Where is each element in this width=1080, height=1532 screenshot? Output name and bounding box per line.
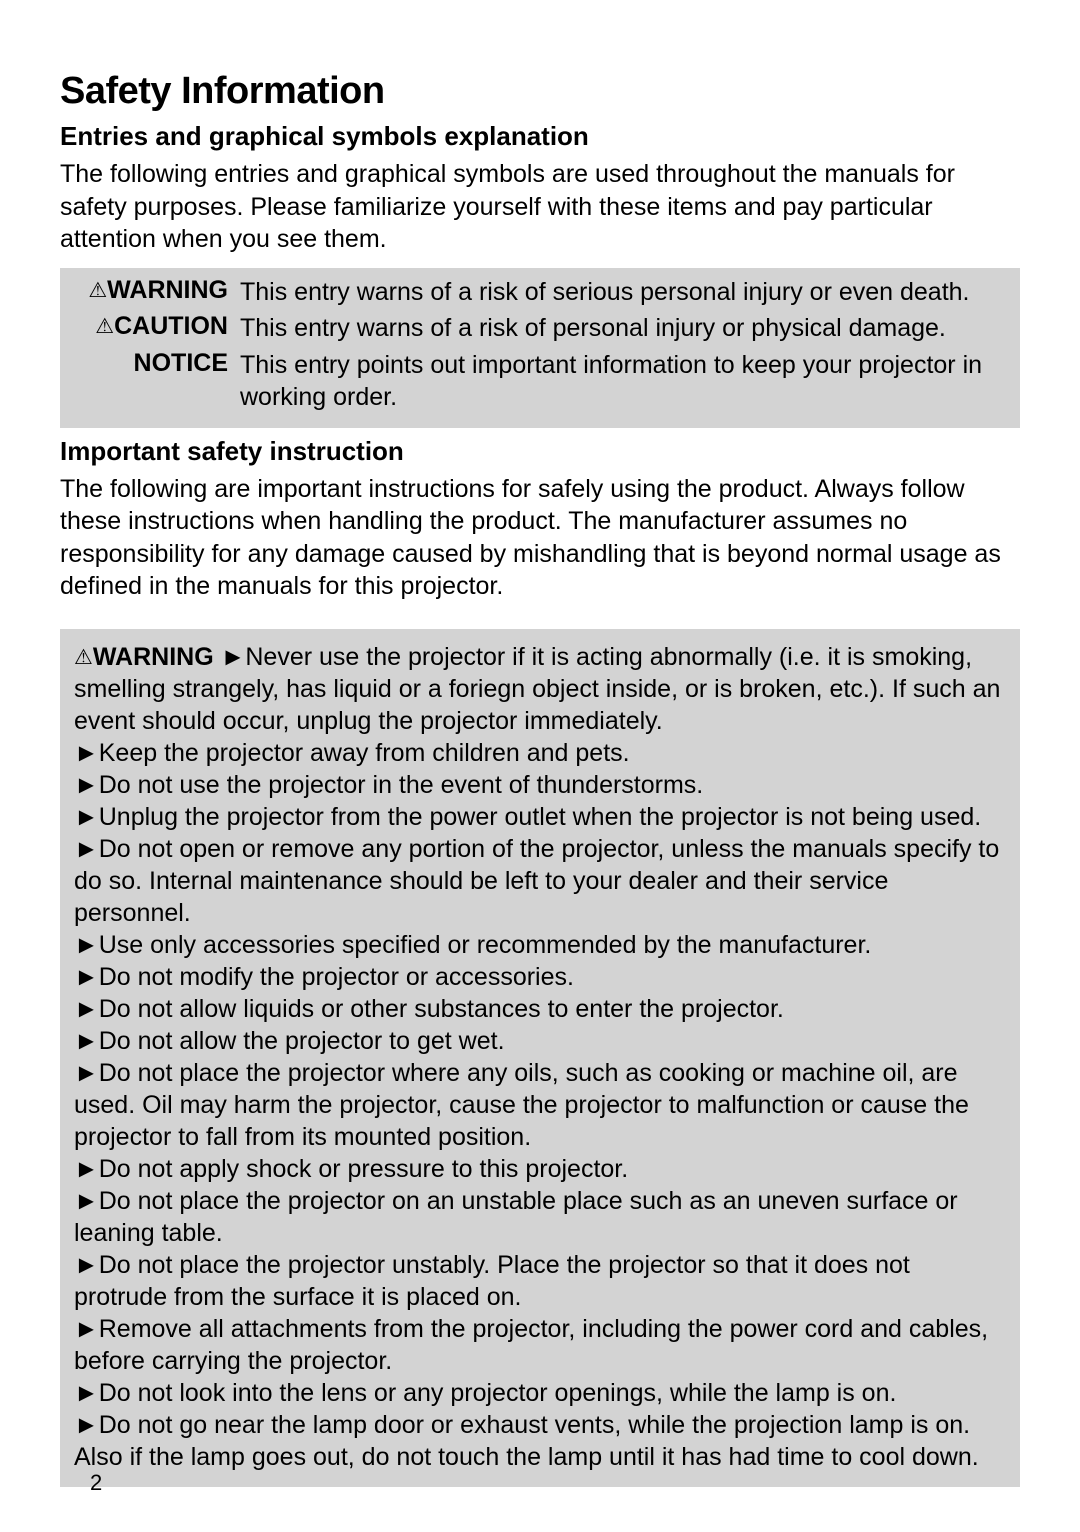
warning-item-3: Do not open or remove any portion of the… [74, 835, 999, 927]
warning-triangle-icon: ⚠ [74, 646, 93, 669]
warning-triangle-icon: ⚠ [88, 279, 107, 302]
warning-item-7: Do not allow the projector to get wet. [99, 1027, 505, 1055]
warning-item-2: Unplug the projector from the power outl… [99, 803, 981, 831]
section2-intro: The following are important instructions… [60, 473, 1020, 603]
caution-triangle-icon: ⚠ [95, 315, 114, 338]
warning-item-8: Do not place the projector where any oil… [74, 1059, 969, 1151]
symbol-label-warning: ⚠WARNING [70, 276, 240, 305]
symbol-row-warning: ⚠WARNING This entry warns of a risk of s… [70, 276, 1010, 309]
warning-item-9: Do not apply shock or pressure to this p… [99, 1155, 628, 1183]
warning-item-11: Do not place the projector unstably. Pla… [74, 1251, 910, 1311]
arrow-icon: ► [74, 931, 99, 959]
symbol-label-notice: NOTICE [70, 349, 240, 378]
warning-item-13: Do not look into the lens or any project… [99, 1379, 897, 1407]
arrow-icon: ► [74, 771, 99, 799]
arrow-icon: ► [74, 1027, 99, 1055]
warning-item-10: Do not place the projector on an unstabl… [74, 1187, 958, 1247]
warning-item-6: Do not allow liquids or other substances… [99, 995, 784, 1023]
arrow-icon: ► [74, 835, 99, 863]
symbol-label-caution: ⚠CAUTION [70, 312, 240, 341]
warning-item-4: Use only accessories specified or recomm… [99, 931, 872, 959]
symbol-desc-warning: This entry warns of a risk of serious pe… [240, 276, 1010, 309]
warning-item-1: Do not use the projector in the event of… [99, 771, 704, 799]
page-title: Safety Information [60, 70, 1020, 113]
arrow-icon: ► [74, 1379, 99, 1407]
section2-heading: Important safety instruction [60, 436, 1020, 467]
arrow-icon: ► [74, 1251, 99, 1279]
symbol-desc-notice: This entry points out important informat… [240, 349, 1010, 414]
symbol-row-caution: ⚠CAUTION This entry warns of a risk of p… [70, 312, 1010, 345]
section1-heading: Entries and graphical symbols explanatio… [60, 121, 1020, 152]
arrow-icon: ► [221, 643, 246, 671]
symbol-desc-caution: This entry warns of a risk of personal i… [240, 312, 1010, 345]
warning-safety-box: ⚠WARNING ►Never use the projector if it … [60, 629, 1020, 1487]
warning-item-0: Keep the projector away from children an… [99, 739, 630, 767]
arrow-icon: ► [74, 739, 99, 767]
warning-item-5: Do not modify the projector or accessori… [99, 963, 574, 991]
symbol-definitions-box: ⚠WARNING This entry warns of a risk of s… [60, 268, 1020, 428]
caution-label-text: CAUTION [114, 312, 228, 340]
arrow-icon: ► [74, 963, 99, 991]
arrow-icon: ► [74, 1187, 99, 1215]
symbol-row-notice: NOTICE This entry points out important i… [70, 349, 1010, 414]
section1-intro: The following entries and graphical symb… [60, 158, 1020, 256]
arrow-icon: ► [74, 1059, 99, 1087]
arrow-icon: ► [74, 995, 99, 1023]
arrow-icon: ► [74, 1315, 99, 1343]
arrow-icon: ► [74, 1411, 99, 1439]
warning-item-12: Remove all attachments from the projecto… [74, 1315, 988, 1375]
arrow-icon: ► [74, 803, 99, 831]
warning-lead-label: WARNING [93, 643, 214, 671]
warning-label-text: WARNING [107, 276, 228, 304]
warning-item-14: Do not go near the lamp door or exhaust … [74, 1411, 979, 1471]
page-number: 2 [90, 1470, 102, 1496]
arrow-icon: ► [74, 1155, 99, 1183]
